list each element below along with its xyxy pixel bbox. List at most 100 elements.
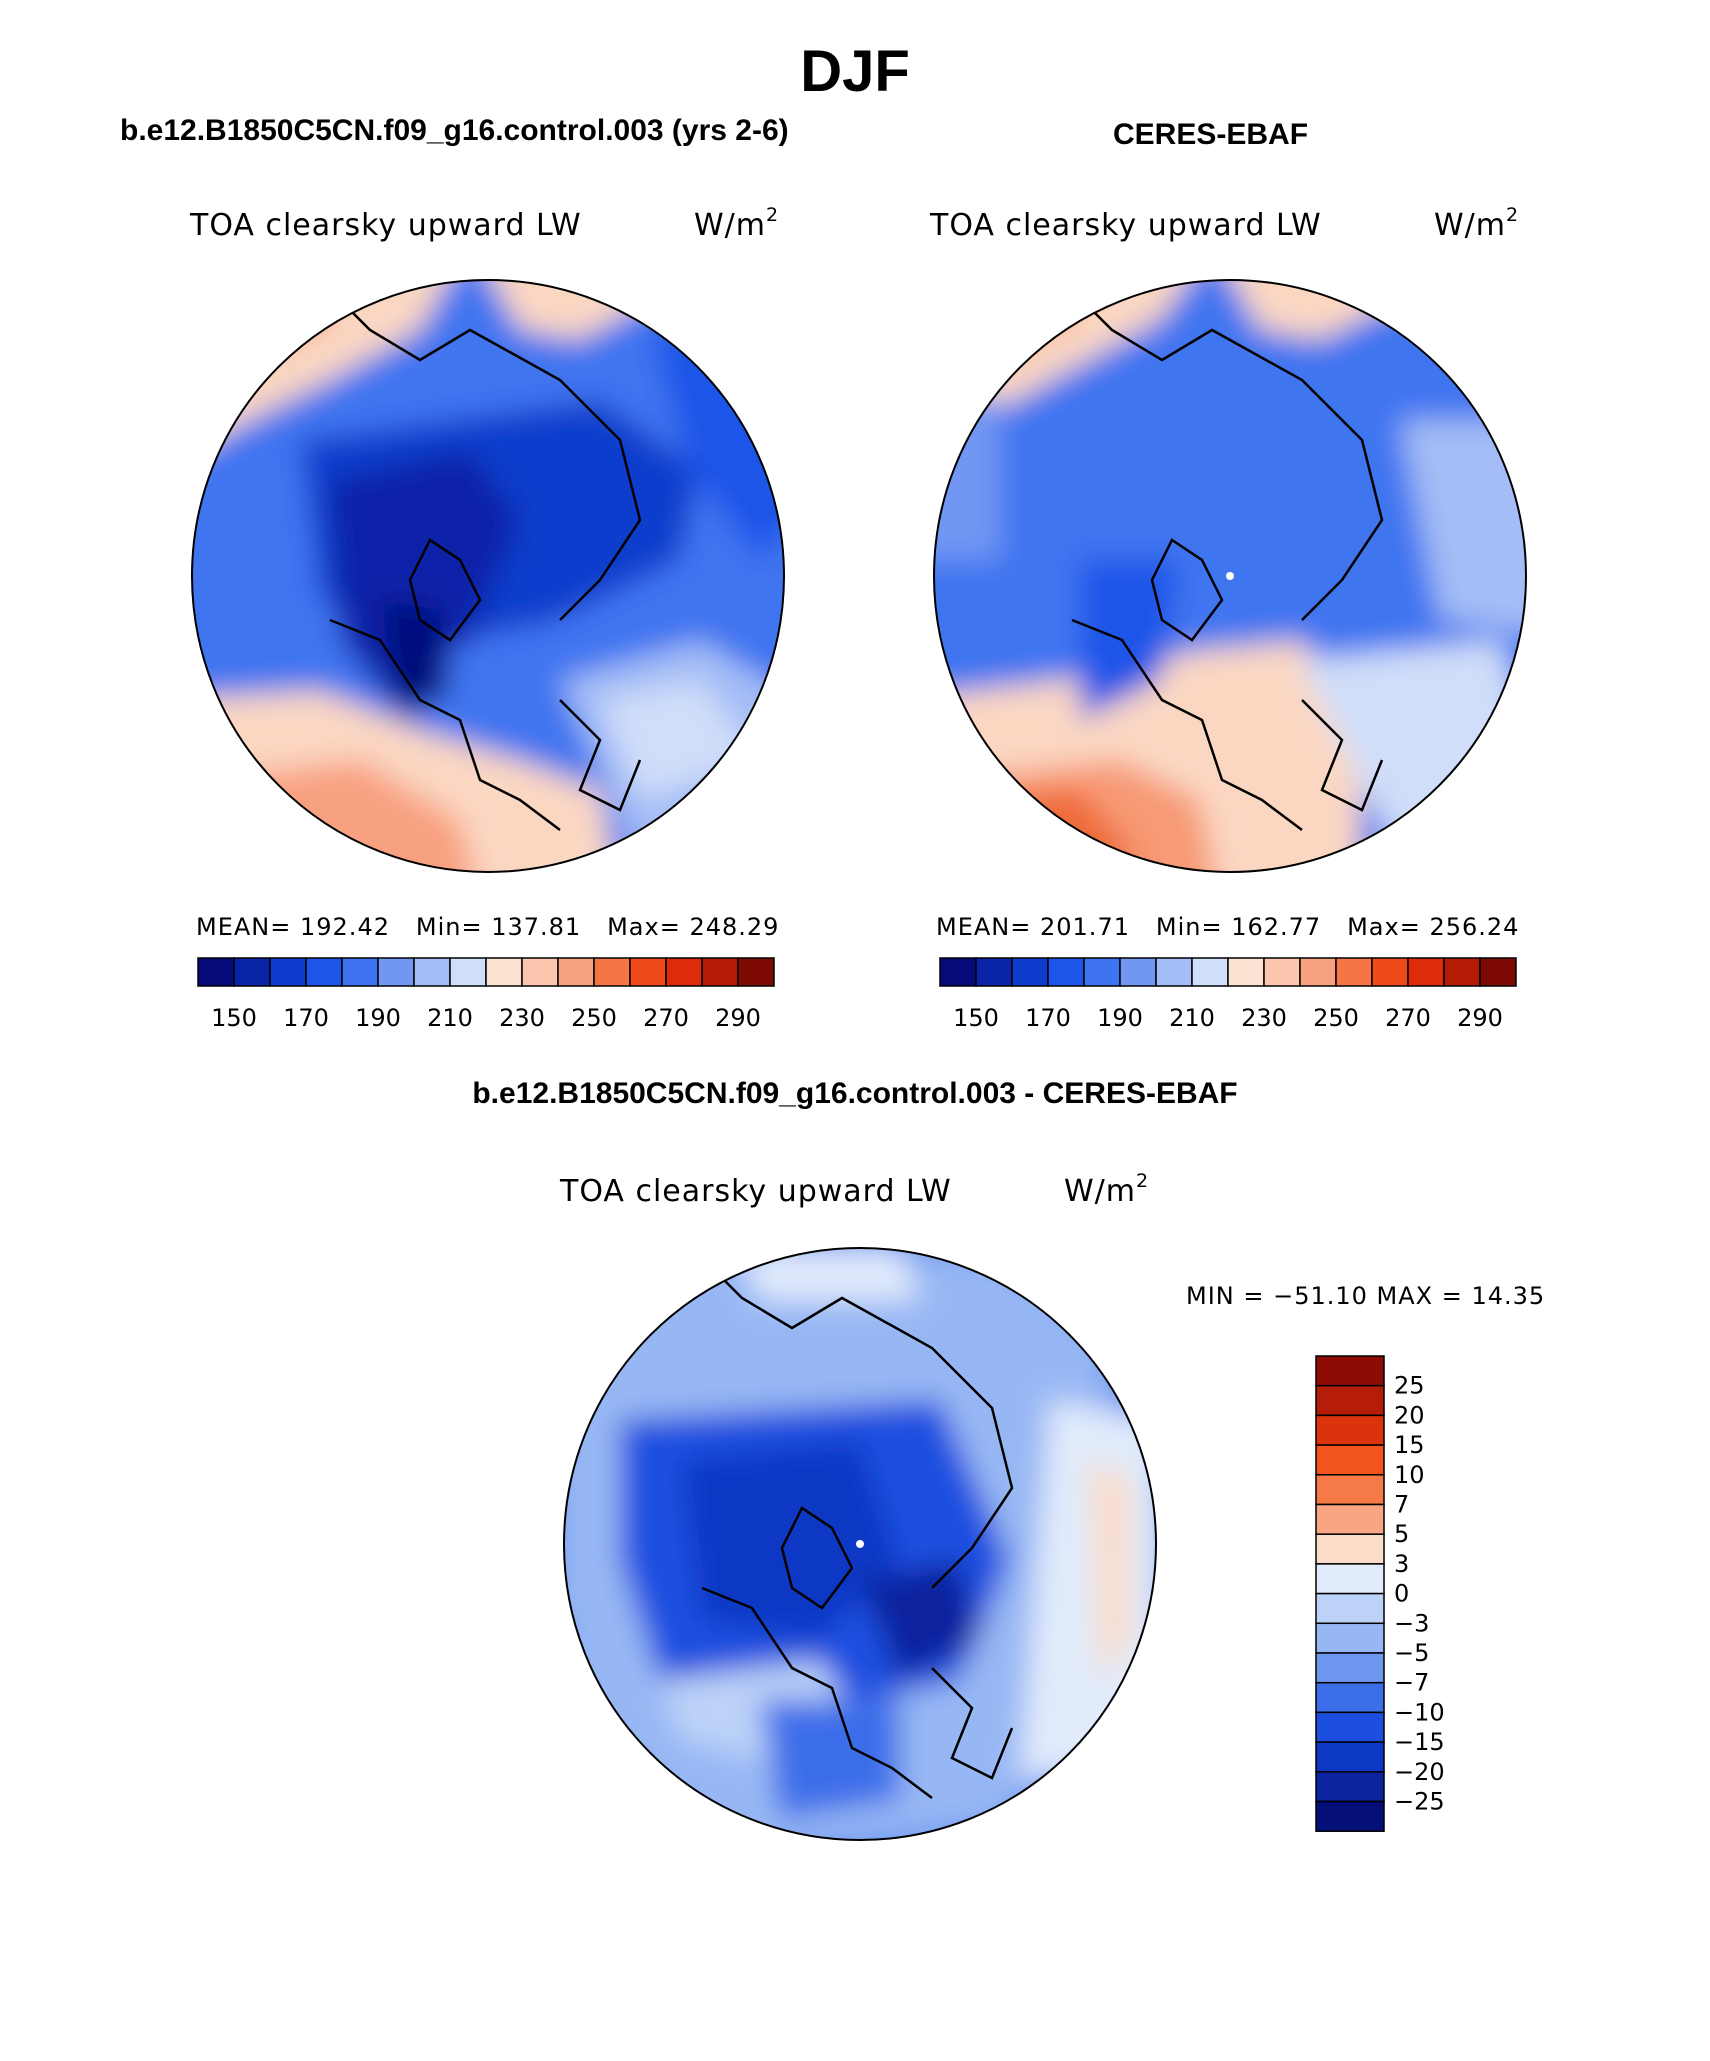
colorbar-tick-label: 7	[1394, 1491, 1409, 1519]
colorbar-tick-label: 150	[211, 1004, 257, 1032]
colorbar-swatch	[413, 957, 451, 987]
left-map	[192, 280, 784, 872]
colorbar-tick-label: 190	[1097, 1004, 1143, 1032]
colorbar-swatch	[701, 957, 739, 987]
diff-map	[564, 1248, 1156, 1840]
colorbar-swatch	[1315, 1652, 1385, 1684]
left-panel-stats: MEAN= 192.42 Min= 137.81 Max= 248.29	[196, 913, 780, 941]
colorbar-tick-label: 230	[1241, 1004, 1287, 1032]
colorbar-tick-label: 290	[715, 1004, 761, 1032]
colorbar-swatch	[1315, 1414, 1385, 1446]
colorbar-swatch	[1191, 957, 1229, 987]
colorbar-tick-label: 150	[953, 1004, 999, 1032]
colorbar-tick-label: −5	[1394, 1639, 1429, 1667]
colorbar-swatch	[1315, 1800, 1385, 1832]
colorbar-swatch	[341, 957, 379, 987]
colorbar-tick-label: 170	[283, 1004, 329, 1032]
colorbar-swatch	[377, 957, 415, 987]
colorbar-tick-label: 210	[1169, 1004, 1215, 1032]
colorbar-swatch	[557, 957, 595, 987]
colorbar-tick-label: 20	[1394, 1401, 1425, 1429]
left-panel-variable: TOA clearsky upward LW	[190, 208, 582, 243]
colorbar-swatch	[1119, 957, 1157, 987]
right-panel-units: W/m2	[1434, 204, 1520, 244]
colorbar-tick-label: −25	[1394, 1788, 1445, 1816]
colorbar-swatch	[1011, 957, 1049, 987]
colorbar-swatch	[1315, 1384, 1385, 1417]
colorbar-tick-label: 170	[1025, 1004, 1071, 1032]
colorbar-swatch	[939, 957, 977, 987]
colorbar-swatch	[1315, 1444, 1385, 1476]
colorbar-tick-label: 10	[1394, 1461, 1425, 1489]
colorbar-swatch	[737, 957, 775, 987]
colorbar-tick-label: 5	[1394, 1520, 1409, 1548]
colorbar-swatch	[1371, 957, 1409, 987]
right-panel-variable: TOA clearsky upward LW	[930, 208, 1322, 243]
colorbar-tick-label: 15	[1394, 1431, 1425, 1459]
diff-panel-case-title: b.e12.B1850C5CN.f09_g16.control.003 - CE…	[472, 1077, 1238, 1110]
colorbar-swatch	[1155, 957, 1193, 987]
colorbar-swatch	[1227, 957, 1265, 987]
diff-panel-minmax: MIN = −51.10 MAX = 14.35	[1186, 1282, 1546, 1310]
left-panel-case-title: b.e12.B1850C5CN.f09_g16.control.003 (yrs…	[120, 114, 789, 147]
colorbar-tick-label: 250	[571, 1004, 617, 1032]
diff-panel-variable: TOA clearsky upward LW	[560, 1174, 952, 1209]
colorbar-swatch	[1263, 957, 1301, 987]
colorbar-tick-label: −15	[1394, 1728, 1445, 1756]
left-colorbar: 150 170 190 210 230 250 270 290	[197, 957, 775, 1032]
left-map-frame	[191, 279, 785, 873]
colorbar-swatch	[485, 957, 523, 987]
colorbar-tick-label: 270	[1385, 1004, 1431, 1032]
colorbar-tick-label: 3	[1394, 1550, 1409, 1578]
colorbar-swatch	[1315, 1474, 1385, 1506]
colorbar-tick-label: 230	[499, 1004, 545, 1032]
diff-map-frame	[563, 1247, 1157, 1841]
colorbar-tick-label: 270	[643, 1004, 689, 1032]
colorbar-swatch	[1315, 1503, 1385, 1535]
colorbar-swatch	[1047, 957, 1085, 987]
colorbar-swatch	[269, 957, 307, 987]
colorbar-tick-label: 210	[427, 1004, 473, 1032]
colorbar-swatch	[1315, 1681, 1385, 1714]
colorbar-tick-label: 0	[1394, 1580, 1409, 1608]
colorbar-swatch	[1407, 957, 1445, 987]
right-map-frame	[933, 279, 1527, 873]
colorbar-tick-label: −3	[1394, 1609, 1429, 1637]
colorbar-tick-label: 190	[355, 1004, 401, 1032]
colorbar-swatch	[1083, 957, 1121, 987]
colorbar-tick-label: −10	[1394, 1698, 1445, 1726]
main-title: DJF	[800, 39, 910, 104]
colorbar-swatch	[1315, 1563, 1385, 1595]
colorbar-swatch	[1315, 1533, 1385, 1565]
colorbar-tick-label: −7	[1394, 1669, 1429, 1697]
colorbar-swatch	[975, 957, 1013, 987]
colorbar-swatch	[665, 957, 703, 987]
colorbar-swatch	[1479, 957, 1517, 987]
colorbar-tick-label: 250	[1313, 1004, 1359, 1032]
colorbar-swatch	[1315, 1741, 1385, 1773]
colorbar-tick-label: −20	[1394, 1758, 1445, 1786]
diff-panel-units: W/m2	[1064, 1170, 1150, 1210]
colorbar-tick-label: 290	[1457, 1004, 1503, 1032]
colorbar-swatch	[593, 957, 631, 987]
colorbar-swatch	[521, 957, 559, 987]
colorbar-swatch	[1299, 957, 1337, 987]
colorbar-swatch	[233, 957, 271, 987]
colorbar-swatch	[1335, 957, 1373, 987]
colorbar-tick-label: 25	[1394, 1372, 1425, 1400]
right-map	[934, 280, 1526, 872]
colorbar-swatch	[305, 957, 343, 987]
left-panel-units: W/m2	[694, 204, 780, 244]
right-panel-stats: MEAN= 201.71 Min= 162.77 Max= 256.24	[936, 913, 1520, 941]
colorbar-swatch	[1443, 957, 1481, 987]
colorbar-swatch	[1315, 1622, 1385, 1654]
colorbar-swatch	[1315, 1711, 1385, 1743]
colorbar-swatch	[1315, 1592, 1385, 1625]
colorbar-swatch	[449, 957, 487, 987]
colorbar-swatch	[629, 957, 667, 987]
right-panel-case-title: CERES-EBAF	[1113, 118, 1309, 151]
right-colorbar: 150 170 190 210 230 250 270 290	[939, 957, 1517, 1032]
colorbar-swatch	[1315, 1355, 1385, 1387]
